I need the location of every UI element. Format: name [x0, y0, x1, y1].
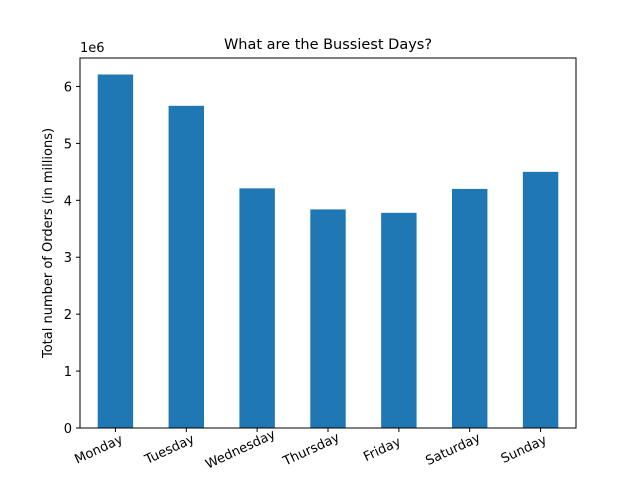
x-tick-label-friday: Friday: [361, 435, 403, 465]
y-tick-label: 4: [64, 194, 72, 209]
y-axis-label: Total number of Orders (in millions): [41, 128, 56, 359]
y-tick-label: 0: [64, 422, 72, 437]
y-tick-label: 1: [64, 365, 72, 380]
bar-sunday: [522, 171, 559, 428]
x-axis-ticks: Monday Tuesday Wednesday Thursday Friday Satu…: [73, 427, 550, 473]
y-tick-label: 5: [64, 137, 72, 152]
y-axis-offset-label: 1e6: [80, 41, 105, 56]
x-tick-label-thursday: Thursday: [280, 430, 342, 470]
x-tick-label-saturday: Saturday: [424, 431, 484, 469]
x-tick-label-tuesday: Tuesday: [142, 432, 197, 468]
y-axis-ticks: 0 1 2 3 4 5 6: [64, 80, 80, 437]
x-tick-label-monday: Monday: [73, 432, 126, 467]
x-tick-label-wednesday: Wednesday: [203, 427, 278, 473]
y-tick-label: 6: [64, 80, 72, 95]
y-tick-label: 2: [64, 308, 72, 323]
bar-monday: [97, 74, 134, 428]
bars-group: [97, 74, 559, 429]
y-tick-label: 3: [64, 251, 72, 266]
bar-wednesday: [239, 188, 275, 428]
bar-tuesday: [168, 105, 204, 429]
chart-title: What are the Bussiest Days?: [224, 37, 432, 53]
bar-saturday: [452, 188, 488, 428]
bar-thursday: [310, 209, 346, 428]
plot-frame: [79, 57, 577, 429]
bar-friday: [381, 212, 417, 428]
x-tick-label-sunday: Sunday: [499, 433, 550, 467]
